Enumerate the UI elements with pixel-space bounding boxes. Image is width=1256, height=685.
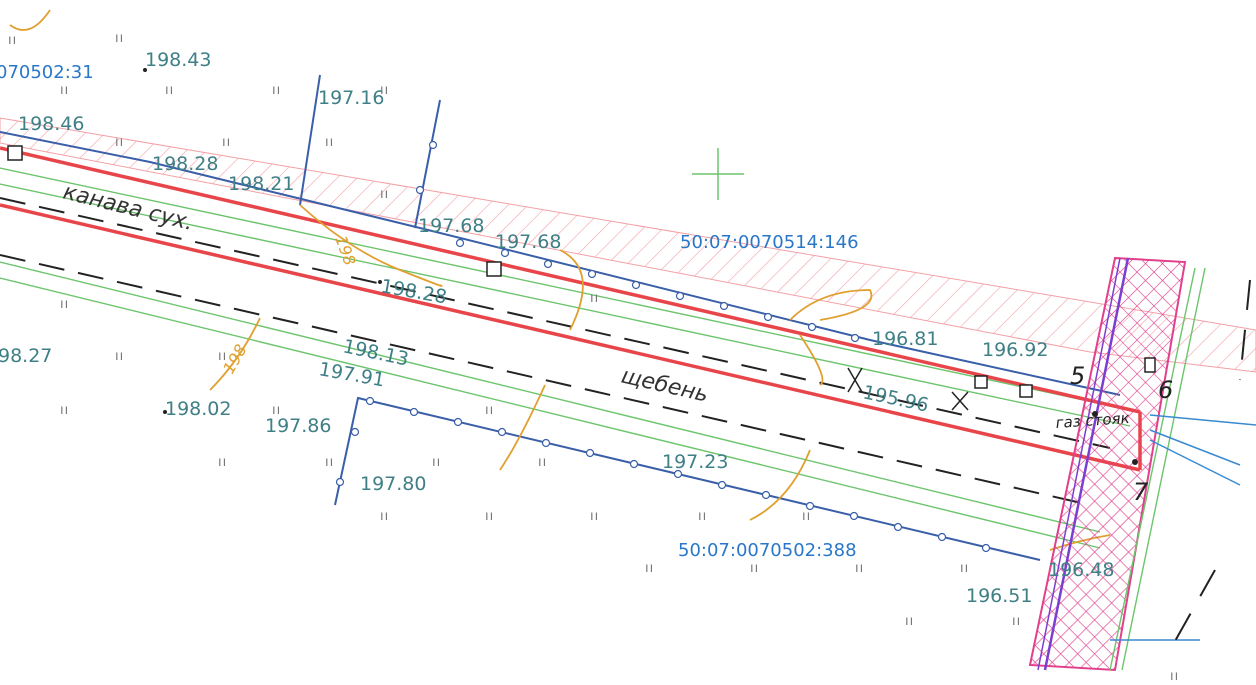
grass-symbol: ıı — [590, 509, 599, 524]
grass-symbol: ıı — [60, 297, 69, 312]
elevation-label: 196.81 — [872, 328, 938, 350]
parcel-label: 50:07:0070514:146 — [680, 232, 859, 253]
grass-symbol: ıı — [802, 509, 811, 524]
grass-symbol: ıı — [60, 83, 69, 98]
well-squares — [7, 145, 1156, 398]
grass-symbol: ıı — [698, 509, 707, 524]
parcel-label: 070502:31 — [0, 62, 94, 83]
well-square-icon — [1144, 357, 1156, 373]
elevation-label: 197.86 — [265, 415, 331, 437]
grass-symbol: ıı — [380, 187, 389, 202]
grass-symbol: ıı — [485, 509, 494, 524]
grass-symbol: ıı — [538, 455, 547, 470]
grass-symbol: ıı — [380, 83, 389, 98]
parcel-label: 50:07:0070502:388 — [678, 540, 857, 561]
well-square-icon — [974, 375, 988, 389]
point-number: 5 — [1070, 362, 1085, 390]
elevation-dots — [143, 68, 1138, 465]
grass-symbol: ıı — [905, 614, 914, 629]
grass-symbol: ıı — [272, 403, 281, 418]
point-number: 7 — [1133, 478, 1149, 506]
elevation-label: 196.48 — [1048, 559, 1114, 581]
purple-boundary — [1043, 257, 1130, 671]
upper-fence-posts — [415, 140, 860, 343]
elevation-label: 197.80 — [360, 473, 426, 495]
elevation-label: 198.46 — [18, 113, 84, 135]
grass-symbol: ıı — [115, 31, 124, 46]
elevation-label: 197.23 — [662, 451, 728, 473]
well-square-icon — [1019, 384, 1033, 398]
grass-symbol: ıı — [485, 403, 494, 418]
contour-label: 198 — [331, 233, 359, 268]
elevation-label: 198.28 — [379, 275, 448, 308]
elevation-label: 196.92 — [982, 339, 1048, 361]
right-green-lines — [1109, 267, 1206, 671]
grass-symbol: ıı — [325, 455, 334, 470]
grass-symbol: ıı — [218, 455, 227, 470]
grass-symbol: ıı — [960, 561, 969, 576]
tree-markers — [847, 367, 969, 411]
grid-cross-icon — [692, 148, 744, 200]
upper-fence — [0, 74, 1121, 396]
far-right-dashes — [1169, 279, 1251, 651]
grass-symbol: ıı — [60, 403, 69, 418]
well-square-icon — [486, 261, 502, 277]
grass-symbol: ıı — [272, 83, 281, 98]
grass-symbol: ıı — [1170, 669, 1179, 684]
grass-symbol: ıı — [115, 349, 124, 364]
elevation-label: 197.68 — [418, 215, 484, 237]
gravel-label: щебень — [619, 363, 711, 407]
elevation-label: 198.02 — [165, 398, 231, 420]
grass-symbol: ıı — [590, 291, 599, 306]
grass-symbol: ıı — [855, 561, 864, 576]
elevation-label: 198.43 — [145, 49, 211, 71]
elevation-label: 195.96 — [861, 381, 931, 416]
point-number: 6 — [1158, 376, 1173, 404]
green-lines — [0, 167, 1131, 549]
elevation-label: 197.16 — [318, 87, 384, 109]
grass-symbol: ıı — [1012, 614, 1021, 629]
grass-symbols: ıı ıı ıı ıı ıı ıı ıı ıı ıı ıı ıı ıı ıı ı… — [8, 31, 1179, 684]
gas-pipe-label: газ стояк — [1055, 409, 1130, 432]
elevation-labels: 198.43 197.16 198.46 198.28 198.21 197.6… — [0, 49, 1114, 607]
grass-symbol: ıı — [645, 561, 654, 576]
elevation-label: 196.51 — [966, 585, 1032, 607]
elevation-label: 98.27 — [0, 345, 52, 367]
hatched-strip — [0, 117, 1256, 373]
elevation-label: 198.28 — [152, 153, 218, 175]
grass-symbol: ıı — [218, 349, 227, 364]
lower-fence-posts — [335, 396, 991, 553]
grass-symbol: ıı — [222, 135, 231, 150]
right-blue-lines — [1110, 414, 1256, 641]
road-edges — [0, 197, 1111, 506]
grass-symbol: ıı — [325, 135, 334, 150]
grass-symbol: ıı — [432, 455, 441, 470]
grass-symbol: ıı — [750, 561, 759, 576]
elevation-label: 198.21 — [228, 173, 294, 195]
grass-symbol: ıı — [165, 83, 174, 98]
purple-boundary-2 — [1037, 257, 1121, 671]
grass-symbol: ıı — [8, 33, 17, 48]
well-square-icon — [7, 145, 23, 161]
grass-symbol: ıı — [380, 509, 389, 524]
elevation-label: 197.68 — [495, 231, 561, 253]
grass-symbol: ıı — [115, 135, 124, 150]
